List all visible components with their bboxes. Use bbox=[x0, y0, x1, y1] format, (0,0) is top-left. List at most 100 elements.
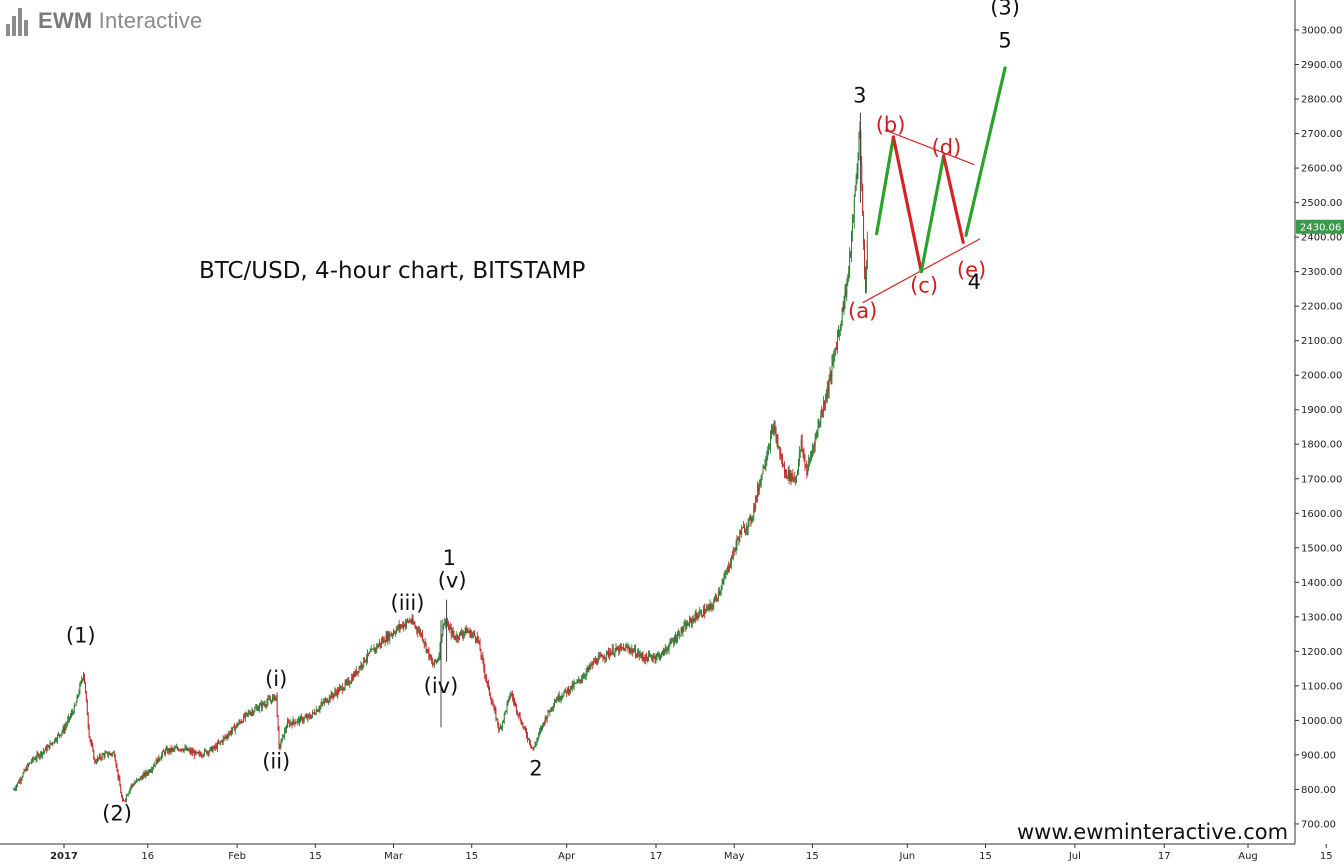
candle-body bbox=[743, 526, 744, 528]
candle-body bbox=[793, 478, 795, 480]
candle-body bbox=[283, 734, 285, 737]
candle-body bbox=[392, 634, 394, 635]
candle-body bbox=[273, 695, 275, 701]
candle-body bbox=[455, 639, 457, 640]
candle-body bbox=[165, 748, 167, 750]
candle-body bbox=[125, 795, 127, 800]
candle-body bbox=[326, 699, 327, 703]
candle-body bbox=[241, 721, 243, 723]
candle-body bbox=[112, 752, 114, 754]
candle-body bbox=[308, 715, 310, 716]
candle-body bbox=[282, 734, 284, 739]
candle-body bbox=[386, 635, 388, 641]
candle-body bbox=[866, 240, 868, 268]
x-tick-label: 15 bbox=[806, 851, 819, 862]
candle-body bbox=[838, 332, 839, 338]
candle-body bbox=[24, 770, 26, 771]
candle-body bbox=[822, 409, 824, 411]
candle-body bbox=[840, 323, 842, 326]
candle-body bbox=[824, 403, 825, 405]
candle-body bbox=[596, 663, 598, 664]
candle-body bbox=[232, 726, 234, 728]
candle-body bbox=[326, 701, 328, 703]
candle-body bbox=[829, 373, 831, 381]
candle-body bbox=[815, 433, 817, 437]
candle-body bbox=[474, 633, 475, 636]
candle-body bbox=[721, 583, 723, 589]
candle-body bbox=[202, 755, 204, 756]
candle-body bbox=[481, 656, 483, 657]
candle-body bbox=[74, 705, 76, 707]
candle-body bbox=[663, 648, 665, 656]
candle-body bbox=[703, 608, 704, 616]
candle-body bbox=[240, 721, 242, 723]
candle-body bbox=[711, 604, 713, 608]
candle-body bbox=[179, 749, 181, 751]
candle-body bbox=[496, 718, 498, 720]
candle-body bbox=[667, 649, 669, 651]
candle-body bbox=[819, 423, 821, 426]
candle-body bbox=[690, 619, 692, 624]
candle-body bbox=[221, 740, 223, 743]
candle-body bbox=[830, 373, 832, 377]
candle-body bbox=[611, 648, 613, 653]
candle-body bbox=[743, 526, 745, 533]
x-tick-label: Aug bbox=[1238, 851, 1258, 862]
candle-body bbox=[849, 253, 851, 272]
candle-body bbox=[391, 634, 393, 636]
last-price-badge bbox=[1296, 219, 1344, 234]
candle-body bbox=[638, 652, 640, 656]
candle-body bbox=[788, 470, 790, 480]
candle-body bbox=[196, 752, 198, 753]
candle-body bbox=[668, 645, 670, 650]
candle-body bbox=[260, 703, 262, 708]
y-tick-label: 2600.00 bbox=[1301, 164, 1342, 175]
candle-body bbox=[379, 642, 381, 645]
candle-body bbox=[36, 754, 38, 759]
candle-body bbox=[858, 137, 860, 159]
candle-body bbox=[111, 753, 113, 755]
wave-label: (v) bbox=[438, 568, 467, 592]
candle-body bbox=[851, 219, 853, 234]
candle-body bbox=[626, 646, 628, 648]
candle-body bbox=[586, 668, 588, 672]
candle-body bbox=[578, 679, 580, 681]
candle-body bbox=[732, 548, 734, 559]
candle-body bbox=[281, 738, 283, 744]
candle-body bbox=[270, 699, 272, 701]
candle-body bbox=[297, 719, 299, 723]
candle-body bbox=[275, 695, 277, 697]
x-tick-label: 17 bbox=[650, 851, 663, 862]
candle-body bbox=[151, 767, 153, 771]
candle-body bbox=[470, 630, 472, 637]
candle-body bbox=[222, 738, 224, 743]
candle-body bbox=[480, 651, 482, 657]
candle-body bbox=[367, 652, 369, 655]
candle-body bbox=[149, 770, 151, 772]
candle-body bbox=[357, 671, 359, 673]
x-tick-label: 15 bbox=[465, 851, 478, 862]
candle-body bbox=[293, 719, 295, 723]
candle-body bbox=[148, 770, 150, 774]
candle-body bbox=[408, 620, 410, 623]
candle-body bbox=[187, 748, 189, 751]
candle-body bbox=[98, 755, 100, 759]
candle-body bbox=[143, 772, 145, 776]
candle-body bbox=[157, 756, 159, 764]
candle-body bbox=[152, 766, 154, 768]
candle-body bbox=[502, 720, 504, 722]
candle-body bbox=[248, 712, 250, 714]
candle-body bbox=[685, 623, 687, 630]
candle-body bbox=[155, 759, 157, 765]
candle-body bbox=[90, 739, 92, 744]
wave-label: (b) bbox=[876, 113, 906, 137]
y-tick-label: 2400.00 bbox=[1301, 233, 1342, 244]
candle-body bbox=[164, 751, 165, 754]
candle-body bbox=[604, 658, 606, 659]
candle-body bbox=[31, 757, 33, 762]
candle-body bbox=[817, 426, 819, 431]
candle-body bbox=[601, 655, 603, 658]
candle-body bbox=[676, 639, 677, 642]
candle-body bbox=[637, 652, 639, 654]
